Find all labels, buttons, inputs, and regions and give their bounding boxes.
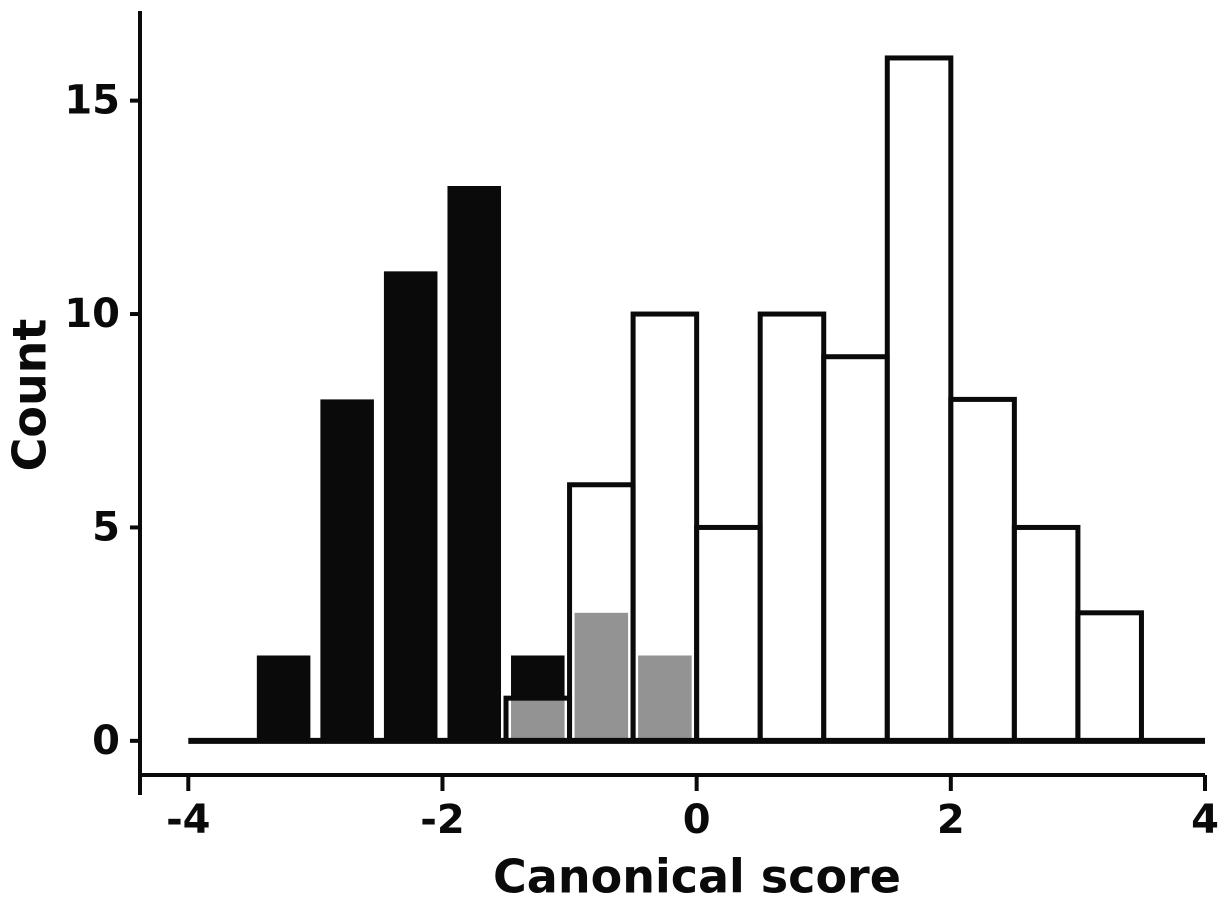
y-tick-label: 15 [64,78,120,124]
bar [1011,524,1081,744]
bar [884,55,954,744]
y-tick-label: 0 [92,718,120,764]
bar [447,185,502,741]
y-tick-label: 5 [92,504,120,550]
x-tick-label: 2 [937,797,965,843]
bar [503,695,573,744]
bar [757,311,827,744]
bar [383,271,438,741]
x-tick-label: 4 [1191,797,1219,843]
bar [630,311,700,744]
bar [821,354,890,744]
bar [567,482,636,744]
y-axis-label: Count [3,319,57,472]
x-tick-label: -2 [420,797,464,843]
bar [694,524,763,744]
x-axis-label: Canonical score [493,850,901,904]
x-tick-label: -4 [166,797,210,843]
y-tick-label: 10 [64,291,120,337]
bar [948,396,1017,744]
x-tick-label: 0 [683,797,711,843]
bar [320,399,374,741]
bar [256,655,311,741]
bar [1075,610,1144,744]
